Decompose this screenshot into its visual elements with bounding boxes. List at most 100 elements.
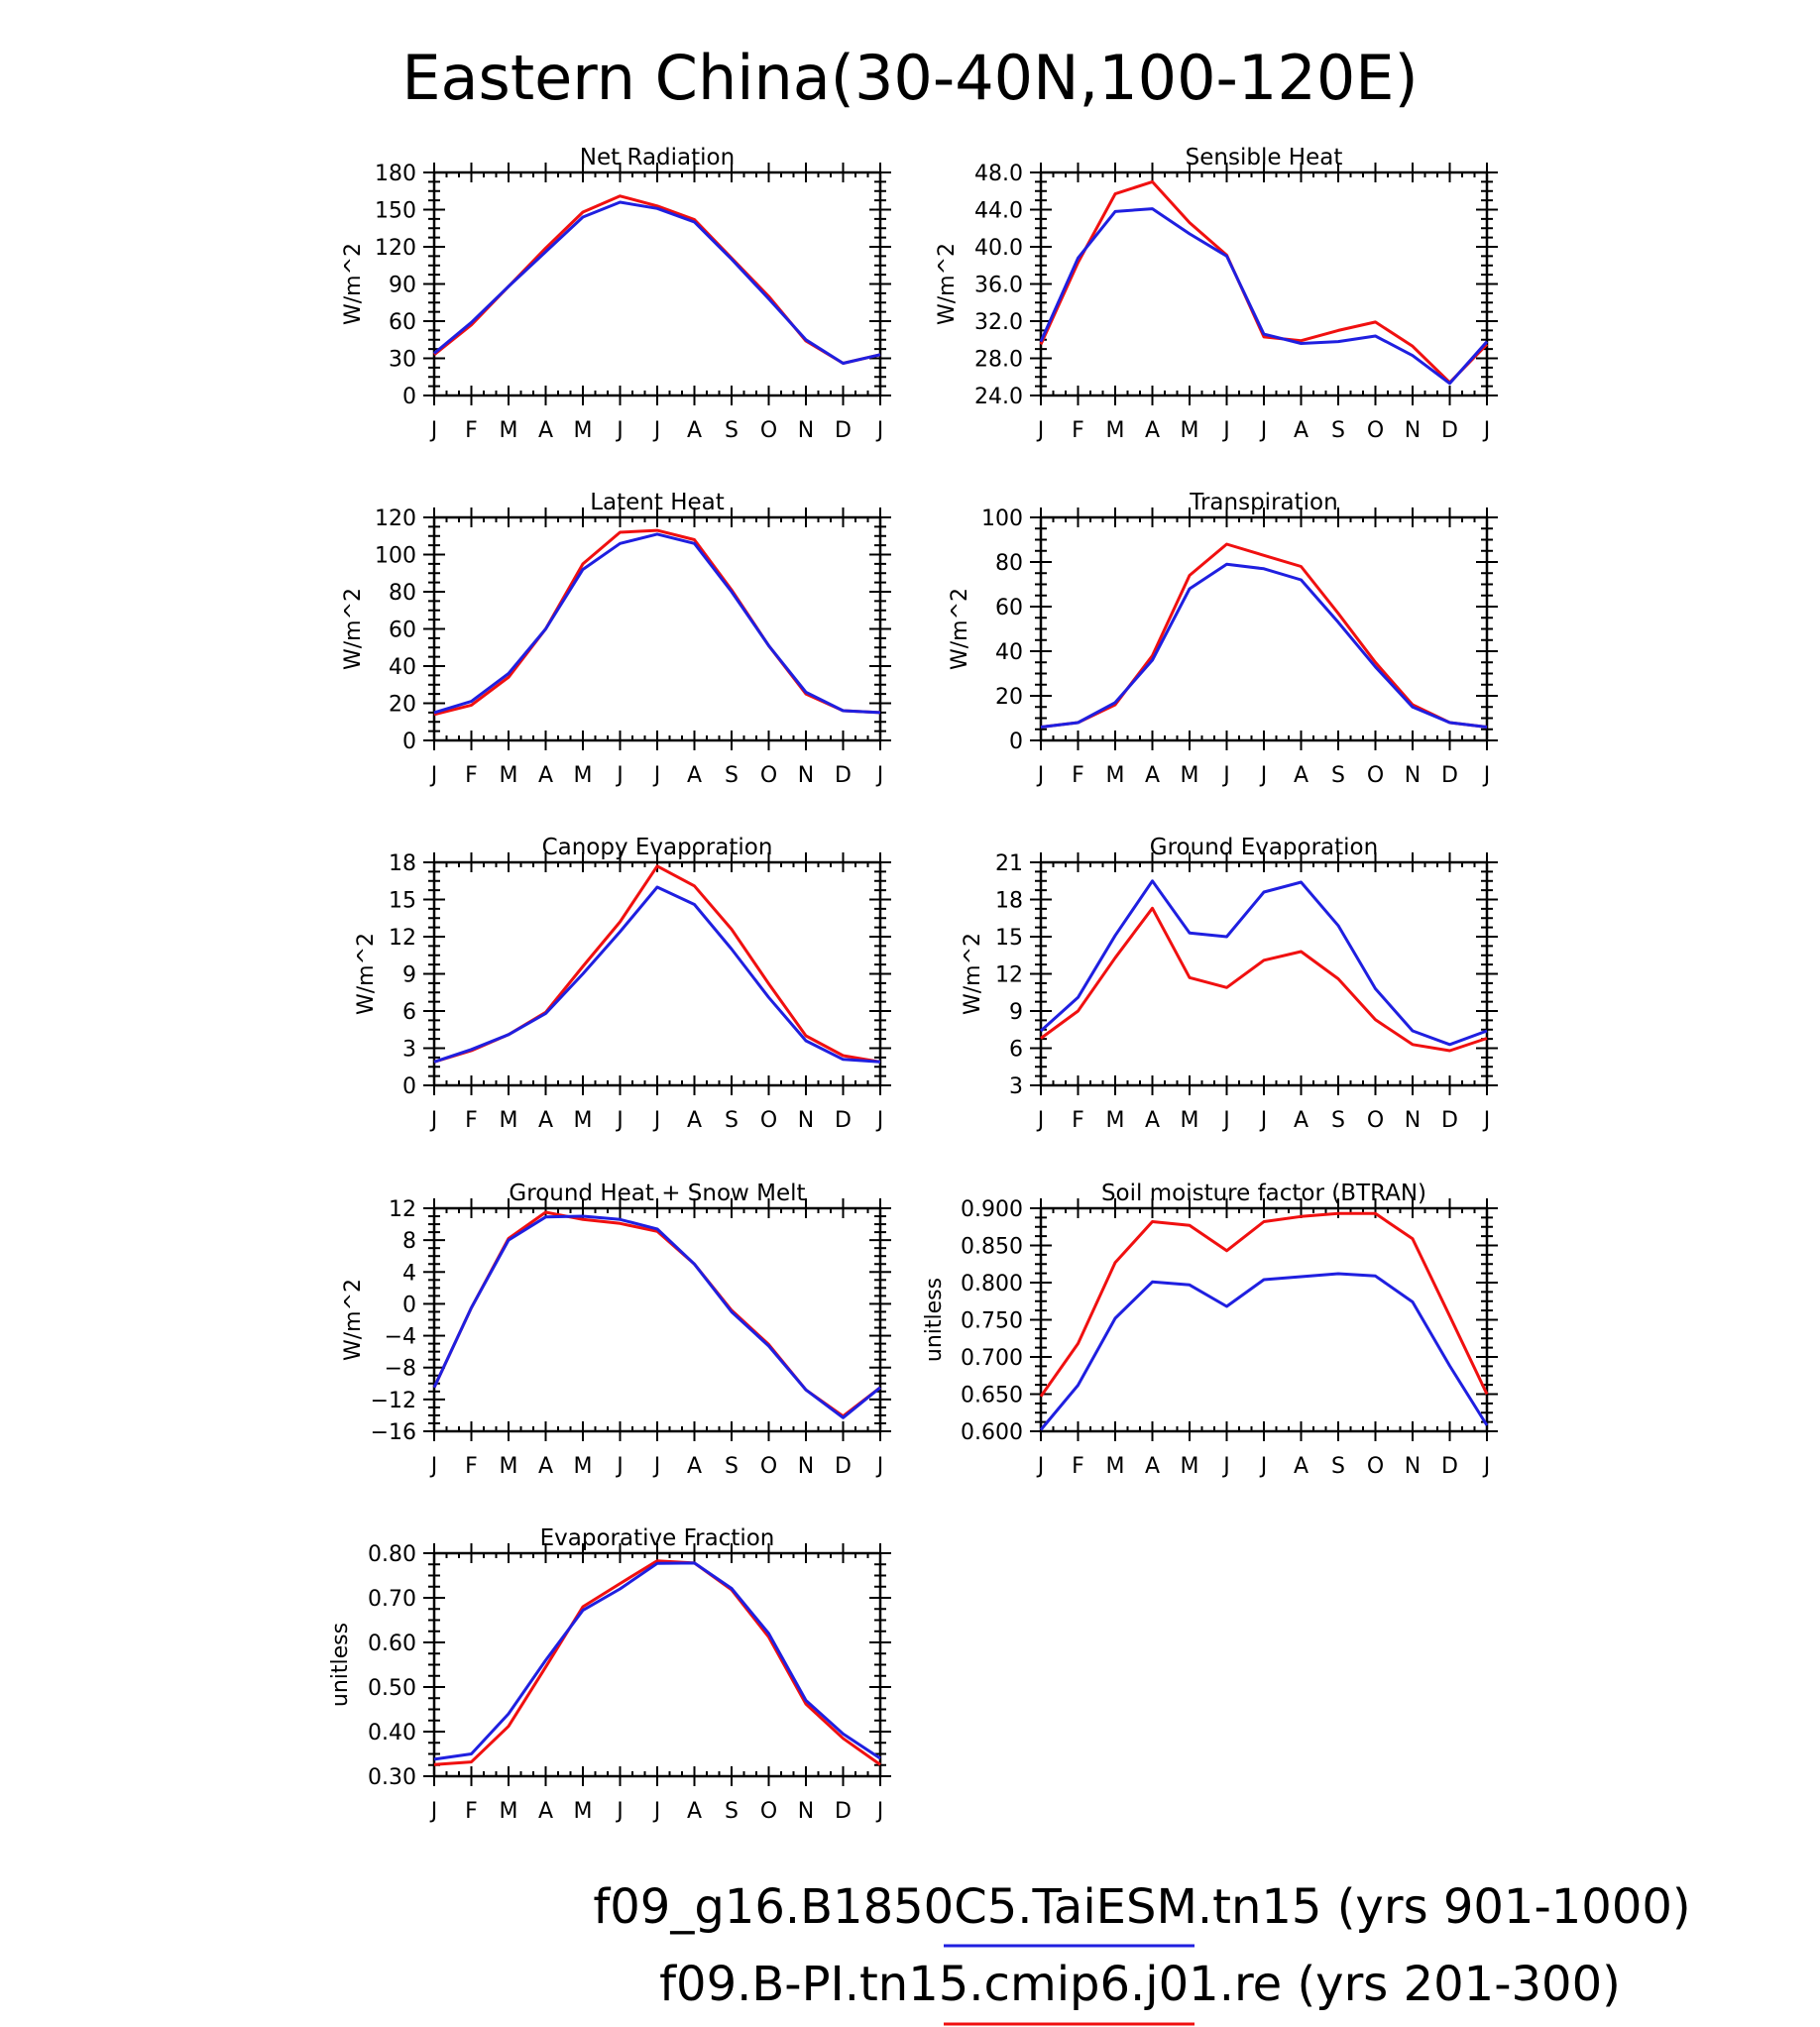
x-tick-label: J <box>615 1799 624 1824</box>
x-tick-label: F <box>465 763 478 788</box>
x-tick-label: A <box>687 418 702 443</box>
y-tick-label: 0.900 <box>961 1197 1023 1222</box>
series-line-taiesm <box>1039 1272 1489 1431</box>
x-tick-label: M <box>1181 1454 1199 1479</box>
x-tick-label: J <box>652 418 661 443</box>
y-tick-label: 4 <box>402 1261 416 1286</box>
x-tick-label: D <box>835 1108 852 1133</box>
series-line-cmip6 <box>433 194 881 365</box>
x-tick-label: A <box>1145 763 1160 788</box>
x-tick-label: D <box>1441 418 1458 443</box>
series-line-taiesm <box>1039 207 1489 386</box>
plot-frame <box>1039 1206 1489 1433</box>
y-tick-label: 120 <box>375 236 416 261</box>
y-tick-label: 6 <box>1009 1038 1023 1063</box>
x-tick-label: S <box>725 418 739 443</box>
y-tick-label: 0.850 <box>961 1235 1023 1260</box>
y-axis-label: unitless <box>922 1278 947 1362</box>
x-tick-label: J <box>1036 1108 1045 1133</box>
x-tick-label: A <box>538 1108 553 1133</box>
y-axis-label: W/m^2 <box>935 243 960 325</box>
x-tick-label: A <box>1145 1108 1160 1133</box>
x-tick-label: J <box>652 1799 661 1824</box>
x-tick-label: A <box>538 763 553 788</box>
plot-frame <box>432 860 882 1087</box>
x-tick-label: F <box>1072 763 1084 788</box>
x-tick-label: N <box>798 418 814 443</box>
y-tick-label: 120 <box>375 507 416 531</box>
x-tick-label: M <box>574 763 593 788</box>
x-tick-label: J <box>875 763 884 788</box>
y-axis-label: W/m^2 <box>341 243 366 325</box>
x-tick-label: N <box>798 1108 814 1133</box>
x-tick-label: D <box>1441 763 1458 788</box>
x-tick-label: M <box>500 763 518 788</box>
x-tick-label: M <box>1106 418 1125 443</box>
x-tick-label: J <box>1482 418 1491 443</box>
x-tick-label: D <box>835 1799 852 1824</box>
series-line-taiesm <box>1039 879 1488 1047</box>
x-tick-label: A <box>687 1108 702 1133</box>
panel-transpiration: J F M A M J J A S O N D J020406080100TranspirationW/… <box>948 490 1498 788</box>
panel-title: Ground Evaporation <box>1150 835 1378 860</box>
x-tick-label: J <box>1482 1108 1491 1133</box>
y-axis-label: W/m^2 <box>341 1279 366 1361</box>
x-tick-label: J <box>1482 763 1491 788</box>
y-tick-label: 20 <box>389 693 416 718</box>
y-tick-label: 60 <box>389 310 416 335</box>
y-tick-label: 18 <box>389 851 416 876</box>
series-line-taiesm <box>433 1561 881 1761</box>
x-tick-label: M <box>1181 418 1199 443</box>
x-tick-label: A <box>687 1454 702 1479</box>
y-tick-label: 12 <box>389 926 416 951</box>
series-line-taiesm <box>433 885 881 1064</box>
x-tick-label: A <box>538 1454 553 1479</box>
x-tick-label: D <box>1441 1454 1458 1479</box>
legend-label-taiesm: f09_g16.B1850C5.TaiESM.tn15 (yrs 901-100… <box>593 1879 1690 1935</box>
y-tick-label: −4 <box>385 1325 416 1350</box>
x-tick-label: M <box>574 418 593 443</box>
y-tick-label: 0 <box>402 1074 416 1099</box>
x-tick-label: F <box>465 1454 478 1479</box>
x-tick-label: D <box>835 1454 852 1479</box>
x-tick-label: J <box>429 1799 438 1824</box>
y-tick-label: 9 <box>402 963 416 988</box>
y-tick-label: 18 <box>995 889 1023 914</box>
x-tick-label: S <box>725 1799 739 1824</box>
x-tick-label: S <box>725 1454 739 1479</box>
panel-title: Transpiration <box>1189 490 1337 515</box>
y-tick-label: 6 <box>402 1000 416 1025</box>
y-tick-label: 44.0 <box>974 199 1023 224</box>
x-tick-label: J <box>652 1454 661 1479</box>
x-tick-label: J <box>652 1108 661 1133</box>
y-tick-label: 0.750 <box>961 1309 1023 1334</box>
y-axis-label: W/m^2 <box>961 933 985 1015</box>
series-line-cmip6 <box>433 1559 881 1766</box>
x-tick-label: F <box>1072 418 1084 443</box>
x-tick-label: N <box>798 1799 814 1824</box>
x-tick-label: O <box>1367 1454 1384 1479</box>
panel-title: Canopy Evaporation <box>542 835 773 860</box>
y-tick-label: 150 <box>375 199 416 224</box>
x-tick-label: D <box>835 763 852 788</box>
x-tick-label: M <box>500 418 518 443</box>
x-tick-label: A <box>1145 418 1160 443</box>
y-tick-label: 9 <box>1009 1000 1023 1025</box>
panel-title: Ground Heat + Snow Melt <box>509 1181 805 1206</box>
series-line-cmip6 <box>432 1210 881 1418</box>
x-tick-label: J <box>1259 1454 1268 1479</box>
y-tick-label: 40.0 <box>974 236 1023 261</box>
x-tick-label: S <box>1331 763 1345 788</box>
plot-frame <box>1039 860 1489 1087</box>
x-tick-label: N <box>1405 418 1421 443</box>
x-tick-label: J <box>1259 763 1268 788</box>
y-tick-label: 0 <box>1009 730 1023 754</box>
x-tick-label: M <box>500 1454 518 1479</box>
y-tick-label: −12 <box>371 1389 416 1413</box>
x-tick-label: F <box>465 418 478 443</box>
